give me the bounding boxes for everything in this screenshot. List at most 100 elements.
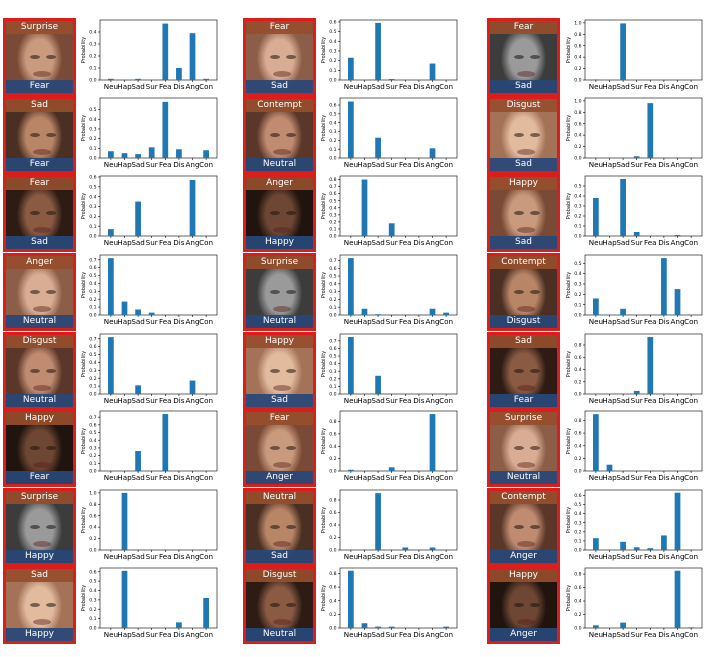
x-tick-label: Sur — [146, 552, 158, 561]
face-eye — [270, 211, 280, 215]
x-tick-label: Sur — [386, 630, 398, 639]
y-tick-label: 0.0 — [89, 469, 96, 475]
face-image: Happy Sad — [243, 332, 316, 410]
y-tick-label: 0.4 — [89, 525, 96, 531]
plot-frame — [339, 19, 458, 81]
face-image: Anger Neutral — [3, 253, 76, 331]
x-tick-label: Sur — [631, 630, 643, 639]
y-tick-label: 0.4 — [329, 205, 336, 211]
x-tick-label: Ang — [670, 630, 684, 639]
y-axis-label: Probability — [81, 115, 87, 141]
face-eye — [46, 603, 56, 607]
y-tick-label: 0.3 — [89, 127, 96, 133]
bar-neu — [593, 79, 599, 80]
face-image: Fear Sad — [3, 174, 76, 252]
face-eye — [514, 290, 524, 294]
x-tick-label: Hap — [602, 552, 617, 561]
y-axis-label: Probability — [566, 428, 572, 454]
bar-hap — [361, 623, 368, 628]
face-image: Sad Fear — [3, 96, 76, 174]
bar-sad — [375, 493, 381, 550]
y-tick-label: 0.3 — [89, 42, 96, 48]
x-tick-label: Sur — [146, 630, 158, 639]
y-tick-label: 0.6 — [574, 121, 581, 127]
y-tick-label: 0.6 — [574, 431, 581, 437]
x-tick-label: Ang — [185, 317, 199, 326]
bar-sad — [135, 451, 141, 471]
face-eye — [46, 290, 56, 294]
y-tick-label: 0.2 — [329, 219, 336, 225]
x-tick-label: Ang — [185, 473, 199, 482]
face-eye — [46, 369, 56, 373]
x-tick-label: Sur — [386, 473, 398, 482]
face-eye — [270, 446, 280, 450]
x-tick-label: Neu — [344, 160, 358, 169]
face-eye — [30, 446, 40, 450]
y-tick-label: 0.2 — [574, 144, 581, 150]
y-tick-label: 0.4 — [329, 523, 336, 529]
predicted-label: Sad — [490, 236, 557, 249]
x-tick-label: Neu — [589, 630, 603, 639]
face-eye — [530, 603, 540, 607]
y-axis-label: Probability — [566, 507, 572, 533]
face-image: Surprise Happy — [3, 488, 76, 566]
bar-sad — [135, 201, 141, 236]
bar-ang — [429, 63, 436, 80]
face-mouth — [33, 462, 51, 468]
predicted-label: Sad — [246, 550, 313, 563]
y-tick-label: 0.0 — [89, 392, 96, 398]
x-tick-label: Fea — [644, 473, 657, 482]
y-tick-label: 0.5 — [574, 502, 581, 508]
x-tick-label: Neu — [589, 160, 603, 169]
x-tick-label: Con — [199, 473, 213, 482]
predicted-label: Sad — [246, 80, 313, 93]
x-tick-label: Fea — [159, 82, 172, 91]
face-mouth — [33, 149, 51, 155]
x-tick-label: Fea — [399, 82, 412, 91]
face-mouth — [273, 71, 291, 77]
y-tick-label: 0.4 — [329, 598, 336, 604]
ground-truth-label: Sad — [490, 335, 557, 348]
face-eye — [514, 211, 524, 215]
ground-truth-label: Happy — [490, 177, 557, 190]
x-tick-label: Dis — [173, 238, 185, 247]
bar-dis — [176, 622, 182, 628]
y-tick-label: 0.5 — [89, 579, 96, 585]
bar-dis — [661, 258, 667, 315]
x-tick-label: Neu — [104, 473, 118, 482]
bar-ang — [674, 492, 681, 550]
face-eye — [286, 603, 296, 607]
face-image: Fear Sad — [243, 18, 316, 96]
x-tick-label: Con — [199, 317, 213, 326]
y-tick-label: 0.0 — [574, 78, 581, 84]
y-axis-label: Probability — [321, 507, 327, 533]
x-tick-label: Fea — [399, 473, 412, 482]
x-tick-label: Con — [199, 552, 213, 561]
x-tick-label: Con — [684, 317, 698, 326]
x-tick-label: Sur — [631, 82, 643, 91]
ground-truth-label: Fear — [490, 21, 557, 34]
x-tick-label: Sur — [386, 160, 398, 169]
y-tick-label: 0.6 — [329, 20, 336, 26]
face-eye — [530, 290, 540, 294]
probability-chart: 0.0 0.2 0.4 0.6 0.8 1.0 Probability Neu Hap Sad Su… — [566, 97, 703, 169]
face-image: Happy Sad — [487, 174, 560, 252]
face-eye — [46, 446, 56, 450]
y-tick-label: 0.7 — [329, 184, 336, 190]
y-axis-label: Probability — [566, 351, 572, 377]
x-tick-label: Fea — [644, 630, 657, 639]
y-tick-label: 0.7 — [329, 338, 336, 344]
x-tick-label: Hap — [357, 317, 372, 326]
x-tick-label: Ang — [185, 160, 199, 169]
y-tick-label: 0.4 — [329, 361, 336, 367]
y-tick-label: 0.0 — [574, 234, 581, 240]
y-tick-label: 0.6 — [329, 103, 336, 109]
y-axis-label: Probability — [81, 193, 87, 219]
y-axis-label: Probability — [81, 507, 87, 533]
x-tick-label: Dis — [413, 317, 425, 326]
y-axis-label: Probability — [321, 351, 327, 377]
bar-neu — [108, 151, 114, 158]
face-eye — [270, 603, 280, 607]
